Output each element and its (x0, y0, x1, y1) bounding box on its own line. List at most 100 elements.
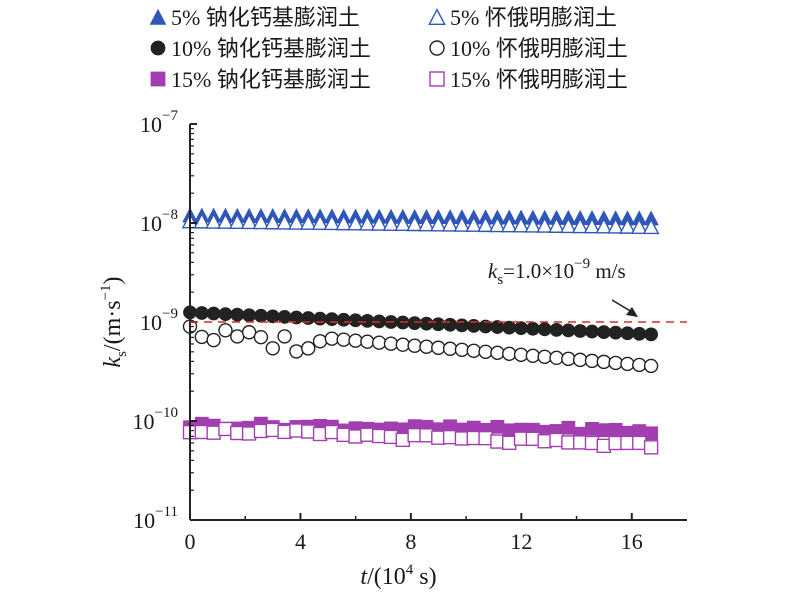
data-point (276, 213, 293, 230)
data-point (608, 435, 623, 451)
data-point (455, 318, 469, 333)
data-point (205, 212, 222, 229)
data-point (348, 313, 363, 328)
data-point (348, 429, 363, 444)
data-point (525, 321, 540, 336)
legend-label: 15% 怀俄明膨润土 (450, 67, 628, 92)
data-point (643, 440, 659, 455)
data-point (230, 329, 245, 344)
legend-label: 15% 钠化钙基膨润土 (171, 67, 371, 92)
legend-label: 10% 钠化钙基膨润土 (171, 36, 371, 61)
data-point (514, 321, 528, 336)
series-6 (182, 421, 659, 455)
annotation-end: m/s (590, 259, 626, 283)
x-title-var: t (360, 564, 368, 590)
data-point (642, 218, 660, 235)
data-point (324, 331, 340, 346)
data-point (360, 334, 375, 349)
y-tick-label: 10−7 (140, 108, 178, 137)
data-point (607, 217, 624, 234)
legend-item-3: 10% 钠化钙基膨润土 (150, 36, 371, 61)
data-point (502, 346, 517, 362)
annotation-exp: −9 (574, 256, 590, 272)
y-tick-exp: −10 (155, 405, 178, 421)
data-point (206, 306, 221, 321)
data-point (419, 339, 434, 354)
y-tick-exp: −8 (162, 207, 178, 223)
data-point (289, 344, 304, 359)
data-point (218, 421, 233, 437)
data-point (395, 432, 411, 448)
data-point (442, 429, 458, 445)
data-point (561, 420, 576, 435)
data-point (465, 216, 483, 232)
data-point (478, 430, 493, 446)
y-tick-exp: −9 (162, 306, 178, 322)
data-point (630, 218, 648, 234)
data-point (347, 214, 364, 231)
y-tick-label: 10−9 (140, 306, 178, 335)
data-point (335, 214, 353, 231)
data-point (454, 431, 470, 446)
data-point (478, 344, 493, 359)
y-tick-base: 10 (133, 409, 155, 434)
data-point (382, 215, 400, 231)
data-point (548, 217, 565, 233)
x-title-exp: 4 (406, 562, 414, 578)
data-point (265, 422, 280, 438)
y-title-sub: s (114, 351, 130, 357)
data-point (608, 355, 623, 371)
legend-label: 5% 钠化钙基膨润土 (171, 5, 360, 30)
data-point (253, 423, 269, 439)
data-point (549, 350, 564, 366)
data-point (537, 349, 552, 365)
data-point (360, 313, 375, 328)
data-point (431, 340, 446, 355)
data-point (583, 217, 601, 234)
data-point (513, 431, 529, 446)
legend-marker (429, 40, 445, 56)
annotation-text: ks=1.0×10−9 m/s (488, 256, 626, 288)
data-point (429, 215, 447, 232)
data-point (561, 351, 576, 367)
data-point (371, 335, 387, 350)
data-point (490, 419, 505, 434)
data-point (596, 423, 611, 438)
data-point (489, 216, 506, 233)
y-tick-label: 10−10 (133, 405, 178, 434)
annotation: ks=1.0×10−9 m/s (488, 256, 638, 317)
y-tick-base: 10 (140, 310, 162, 335)
data-point (323, 214, 341, 231)
data-point (336, 332, 351, 347)
legend: 5% 钠化钙基膨润土 5% 怀俄明膨润土 10% 钠化钙基膨润土 10% 怀俄明膨润土… (149, 5, 628, 92)
data-point (466, 430, 481, 446)
data-point (336, 427, 351, 443)
y-tick-exp: −11 (155, 504, 178, 520)
series-4 (182, 319, 659, 374)
data-point (595, 217, 613, 234)
data-point (596, 438, 612, 454)
data-point (525, 348, 541, 364)
data-point (632, 424, 647, 439)
data-point (194, 306, 209, 320)
data-point (419, 316, 434, 331)
data-point (359, 214, 376, 231)
data-point (537, 322, 552, 337)
data-point (585, 421, 599, 436)
data-point (453, 215, 471, 232)
data-point (301, 341, 316, 356)
data-point (206, 332, 221, 348)
y-title-exp: −1 (98, 284, 114, 300)
data-point (394, 215, 412, 232)
data-point (371, 428, 387, 444)
data-point (383, 429, 399, 445)
data-point (431, 317, 446, 332)
legend-marker (428, 8, 446, 26)
x-tick-label: 0 (185, 529, 196, 554)
legend-marker (429, 71, 445, 87)
annotation-arrowhead (626, 307, 638, 317)
data-point (466, 343, 481, 358)
y-title-mid: /(m·s (100, 300, 126, 351)
data-point (524, 216, 542, 233)
